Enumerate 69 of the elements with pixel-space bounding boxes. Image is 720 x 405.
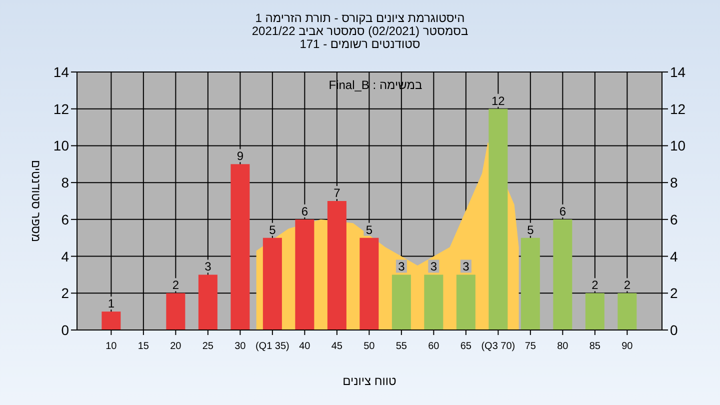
chart-title: היסטוגרמת ציונים בקורס - תורת הזרימה 1 (255, 11, 465, 25)
y2-tick-label: 8 (670, 174, 678, 191)
data-label: 3 (430, 260, 438, 274)
y2-tick-label: 10 (670, 138, 686, 154)
bar (456, 274, 476, 330)
bar (230, 164, 250, 330)
x-tick-label: (Q1 35) (255, 341, 290, 352)
x-tick-label: 45 (331, 341, 343, 352)
x-tick-label: 30 (234, 341, 246, 352)
x-tick-label: 25 (202, 341, 214, 352)
bar (166, 293, 186, 330)
data-label: 6 (301, 204, 308, 218)
data-label: 1 (108, 296, 115, 311)
bar (520, 238, 540, 330)
data-label: 7 (334, 186, 341, 200)
data-label: 3 (204, 260, 212, 274)
bar (424, 274, 444, 330)
x-tick-label: 55 (396, 341, 408, 352)
data-label: 12 (491, 94, 506, 108)
bar (585, 293, 604, 330)
bar (262, 238, 282, 330)
bar (327, 201, 346, 330)
bar (392, 274, 411, 330)
y-axis-title: מספר סטודנטים (29, 160, 43, 242)
x-tick-label: 90 (622, 341, 634, 352)
x-tick-label: 80 (557, 341, 569, 352)
y-tick-label: 2 (61, 285, 70, 302)
x-tick-label: 85 (589, 341, 601, 352)
y2-tick-label: 6 (670, 211, 678, 228)
y2-tick-label: 4 (670, 248, 678, 264)
x-tick-label: 40 (299, 341, 311, 352)
y2-tick-label: 2 (670, 285, 678, 302)
bar (488, 108, 508, 330)
y2-tick-label: 14 (670, 64, 686, 80)
data-label: 5 (527, 222, 534, 237)
y-tick-label: 8 (61, 174, 70, 191)
x-tick-label: 15 (138, 341, 150, 352)
y-tick-label: 10 (53, 138, 70, 154)
data-label: 2 (172, 278, 180, 292)
data-label: 3 (462, 260, 470, 274)
x-axis-title: טווח ציונים (342, 374, 397, 388)
x-tick-label: (Q3 70) (481, 341, 516, 352)
bar (295, 219, 314, 330)
chart-subtitle: בסמסטר (02/2021) סמסטר אביב 2021/22 סטודנטים רשומים - 171 (252, 24, 468, 51)
data-label: 2 (592, 278, 599, 292)
bar (553, 219, 572, 330)
data-label: 5 (366, 222, 373, 237)
y-tick-label: 0 (61, 322, 70, 338)
data-label: 3 (398, 260, 406, 274)
bar (102, 312, 121, 330)
x-tick-label: 65 (460, 341, 472, 352)
y-tick-label: 14 (53, 64, 70, 80)
bar (198, 274, 218, 330)
data-label: 6 (559, 204, 566, 218)
data-label: 2 (624, 278, 631, 292)
data-label: 5 (269, 222, 276, 237)
x-tick-label: 20 (170, 341, 182, 352)
y-tick-label: 12 (53, 100, 70, 117)
x-tick-label: 50 (364, 341, 376, 352)
y-tick-label: 4 (61, 248, 70, 264)
data-label: 9 (236, 149, 244, 164)
x-tick-label: 75 (524, 341, 536, 352)
y-tick-label: 6 (61, 211, 70, 228)
y2-tick-label: 0 (670, 322, 678, 338)
bar (618, 293, 637, 330)
y2-tick-label: 12 (670, 100, 686, 117)
x-tick-label: 10 (106, 341, 118, 352)
x-tick-label: 60 (428, 341, 440, 352)
bar (360, 238, 379, 330)
